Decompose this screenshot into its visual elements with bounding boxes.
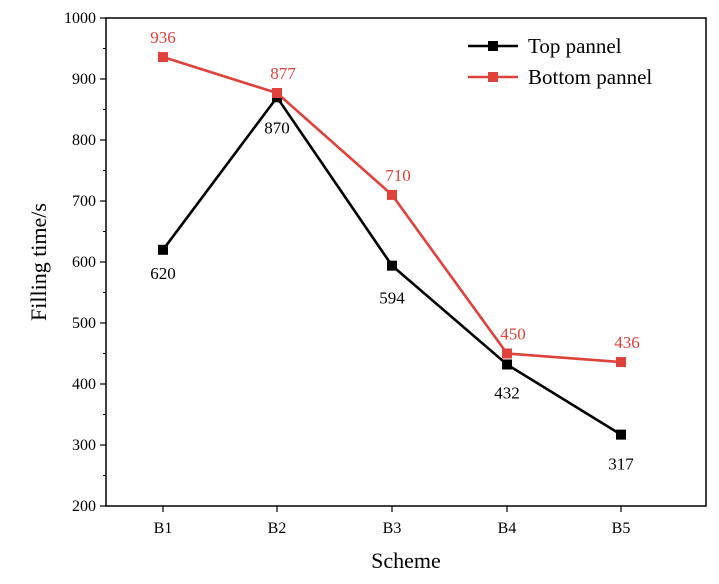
y-tick-label: 200 <box>72 498 96 515</box>
data-point-top-b3 <box>387 260 397 271</box>
y-tick-label: 400 <box>72 376 96 393</box>
x-tick-label: B1 <box>154 520 173 537</box>
x-tick-label: B5 <box>612 520 631 537</box>
legend-marker-bottom-pannel <box>488 72 498 82</box>
data-labels: 620 870 594 432 317 936 877 710 450 436 <box>150 28 640 474</box>
x-axis: B1 B2 B3 B4 B5 <box>154 506 631 537</box>
legend-label-bottom-pannel: Bottom pannel <box>528 65 652 89</box>
legend-marker-top-pannel <box>488 41 498 51</box>
series-layer <box>158 52 626 440</box>
y-tick-label: 1000 <box>64 10 96 27</box>
data-point-bottom-b2 <box>272 88 282 99</box>
legend-label-top-pannel: Top pannel <box>528 34 622 58</box>
y-tick-label: 700 <box>72 193 96 210</box>
data-label-top-b4: 432 <box>494 383 520 402</box>
y-tick-label: 300 <box>72 437 96 454</box>
data-point-top-b4 <box>502 359 512 370</box>
data-label-bottom-b5: 436 <box>614 333 640 352</box>
legend: Top pannel Bottom pannel <box>468 34 652 89</box>
data-point-bottom-b4 <box>502 348 512 359</box>
data-label-top-b3: 594 <box>379 289 405 308</box>
x-tick-label: B4 <box>498 520 517 537</box>
x-tick-label: B3 <box>383 520 402 537</box>
data-label-top-b5: 317 <box>608 455 634 474</box>
data-point-bottom-b3 <box>387 189 397 200</box>
y-tick-label: 800 <box>72 132 96 149</box>
data-label-bottom-b4: 450 <box>500 325 526 344</box>
data-label-top-b2: 870 <box>264 118 290 137</box>
data-point-top-b5 <box>616 429 626 440</box>
y-axis-title: Filling time/s <box>26 203 51 321</box>
data-label-bottom-b1: 936 <box>150 28 176 47</box>
data-label-bottom-b3: 710 <box>385 166 411 185</box>
x-axis-title: Scheme <box>371 548 441 573</box>
y-tick-label: 500 <box>72 315 96 332</box>
data-point-bottom-b5 <box>616 357 626 368</box>
y-tick-label: 600 <box>72 254 96 271</box>
x-tick-label: B2 <box>268 520 287 537</box>
y-axis: 200 300 400 500 600 700 800 900 1000 <box>64 10 106 515</box>
data-label-bottom-b2: 877 <box>270 64 296 83</box>
data-label-top-b1: 620 <box>150 264 176 283</box>
series-line-bottom-pannel <box>162 55 622 364</box>
y-tick-label: 900 <box>72 71 96 88</box>
data-point-top-b1 <box>158 244 168 255</box>
data-point-bottom-b1 <box>158 52 168 63</box>
